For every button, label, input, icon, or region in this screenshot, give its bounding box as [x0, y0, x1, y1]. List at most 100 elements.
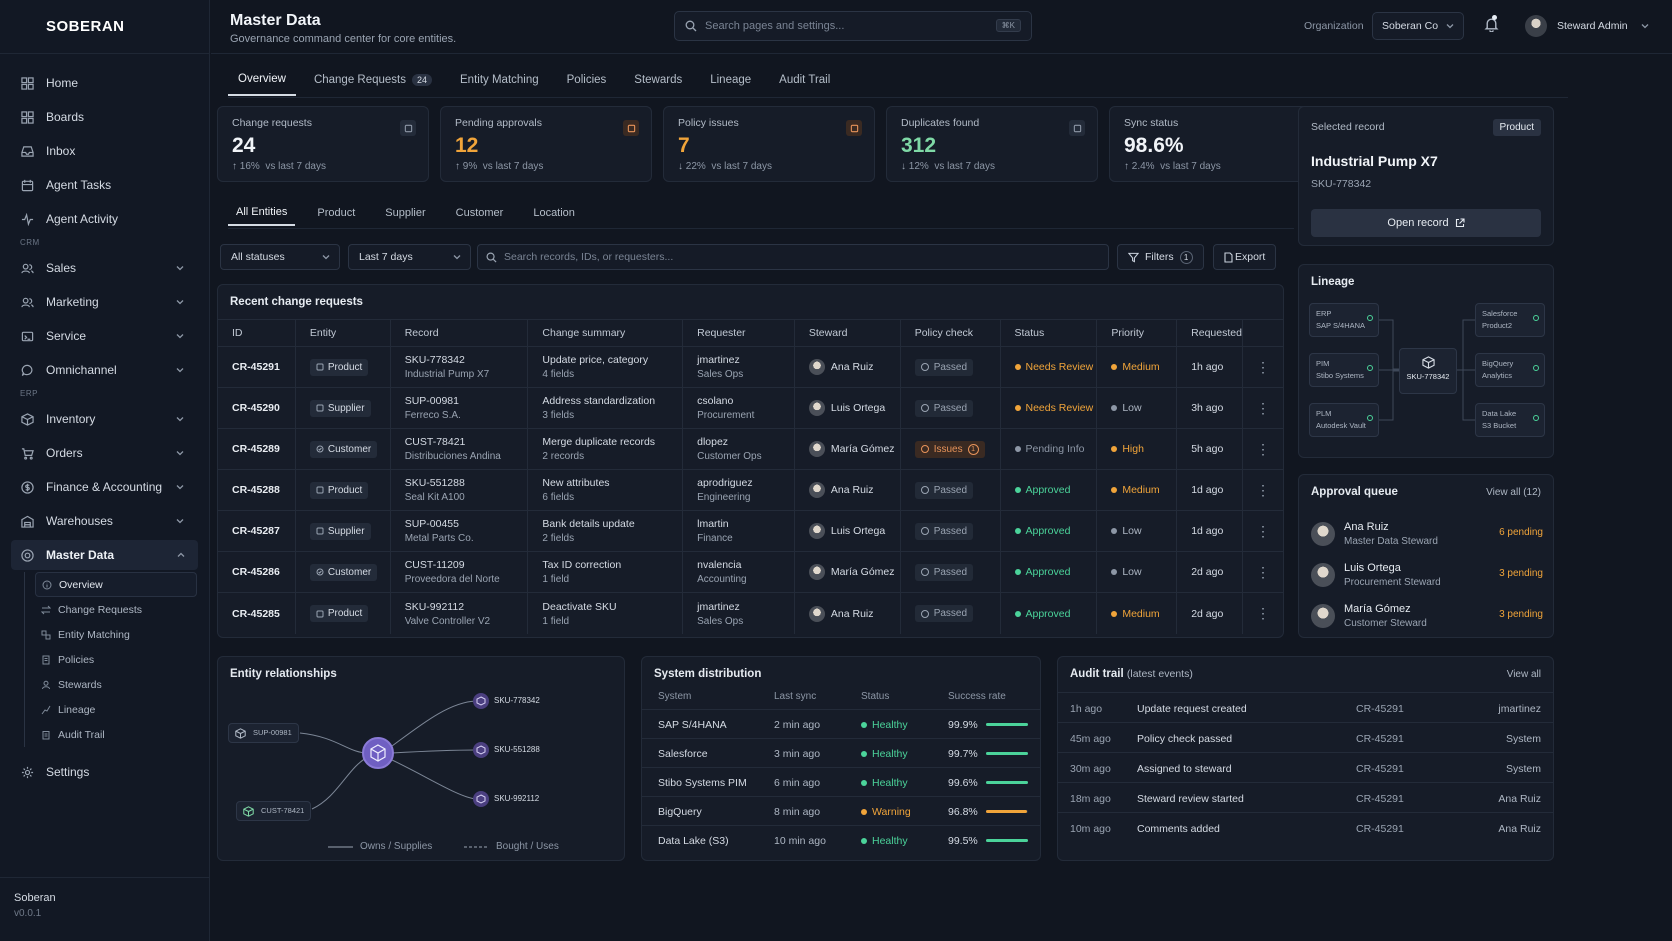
row-actions-icon[interactable]: ⋮ [1256, 399, 1271, 416]
column-header[interactable]: Policy check [901, 320, 1001, 346]
kpi-card-3[interactable]: Duplicates found 312 ↓ 12% vs last 7 day… [886, 106, 1098, 182]
subnav-stewards[interactable]: Stewards [35, 672, 209, 697]
approval-row[interactable]: María Gómez Customer Steward 3 pending [1311, 596, 1543, 636]
column-header[interactable]: Entity [296, 320, 391, 346]
audit-row[interactable]: 45m ago Policy check passed CR-45291 Sys… [1058, 722, 1553, 753]
system-row[interactable]: Data Lake (S3) 10 min ago Healthy 99.5% [642, 825, 1040, 854]
tab-stewards[interactable]: Stewards [624, 64, 692, 96]
tab-entity-matching[interactable]: Entity Matching [450, 64, 549, 96]
lineage-center-record[interactable]: SKU-778342 [1399, 348, 1457, 394]
table-row[interactable]: CR-45291 Product SKU-778342 Industrial Pu… [218, 347, 1283, 388]
sidebar-item-sales[interactable]: Sales [0, 251, 209, 285]
entity-tab-all[interactable]: All Entities [228, 200, 296, 226]
tab-policies[interactable]: Policies [557, 64, 617, 96]
tab-overview[interactable]: Overview [228, 64, 296, 96]
lineage-source-pim[interactable]: PIM Stibo Systems [1309, 353, 1379, 387]
records-search-input[interactable]: Search records, IDs, or requesters... [477, 244, 1109, 270]
column-header[interactable]: Requester [683, 320, 795, 346]
sidebar-item-service[interactable]: Service [0, 319, 209, 353]
audit-row[interactable]: 18m ago Steward review started CR-45291 … [1058, 782, 1553, 813]
period-filter-select[interactable]: Last 7 days [348, 244, 471, 270]
audit-row[interactable]: 30m ago Assigned to steward CR-45291 Sys… [1058, 752, 1553, 783]
sidebar-item-settings[interactable]: Settings [0, 755, 209, 789]
entity-tab-location[interactable]: Location [525, 200, 583, 226]
row-actions-icon[interactable]: ⋮ [1256, 440, 1271, 457]
relationship-node-product-2[interactable]: SKU-551288 [494, 745, 540, 754]
filters-button[interactable]: Filters 1 [1117, 244, 1204, 270]
kpi-card-2[interactable]: Policy issues 7 ↓ 22% vs last 7 days [663, 106, 875, 182]
column-header[interactable]: Status [1001, 320, 1098, 346]
table-row[interactable]: CR-45286 Customer CUST-11209 Proveedora d… [218, 552, 1283, 593]
sidebar-item-master-data[interactable]: Master Data [11, 540, 198, 570]
sidebar-item-orders[interactable]: Orders [0, 436, 209, 470]
entity-tab-customer[interactable]: Customer [448, 200, 512, 226]
request-id[interactable]: CR-45286 [218, 552, 296, 592]
lineage-source-erp[interactable]: ERP SAP S/4HANA [1309, 303, 1379, 337]
row-actions-icon[interactable]: ⋮ [1256, 522, 1271, 539]
audit-row[interactable]: 1h ago Update request created CR-45291 j… [1058, 692, 1553, 723]
sidebar-item-warehouses[interactable]: Warehouses [0, 504, 209, 538]
sidebar-item-omnichannel[interactable]: Omnichannel [0, 353, 209, 387]
audit-row[interactable]: 10m ago Comments added CR-45291 Ana Ruiz [1058, 812, 1553, 843]
column-header[interactable]: ID [218, 320, 296, 346]
tab-audit-trail[interactable]: Audit Trail [769, 64, 840, 96]
relationship-node-supplier[interactable]: SUP-00981 [228, 723, 299, 743]
user-menu[interactable]: Steward Admin [1525, 15, 1650, 37]
kpi-card-0[interactable]: Change requests 24 ↑ 16% vs last 7 days [217, 106, 429, 182]
tab-lineage[interactable]: Lineage [700, 64, 761, 96]
system-row[interactable]: BigQuery 8 min ago Warning 96.8% [642, 796, 1040, 825]
tab-change-requests[interactable]: Change Requests 24 [304, 64, 442, 96]
kpi-card-4[interactable]: Sync status 98.6% ↑ 2.4% vs last 7 days [1109, 106, 1321, 182]
table-row[interactable]: CR-45285 Product SKU-992112 Valve Control… [218, 593, 1283, 634]
row-actions-icon[interactable]: ⋮ [1256, 563, 1271, 580]
global-search-input[interactable]: Search pages and settings... ⌘K [674, 11, 1032, 41]
subnav-audit-trail[interactable]: Audit Trail [35, 722, 209, 747]
sidebar-item-marketing[interactable]: Marketing [0, 285, 209, 319]
entity-tab-product[interactable]: Product [309, 200, 363, 226]
lineage-source-plm[interactable]: PLM Autodesk Vault [1309, 403, 1379, 437]
system-row[interactable]: SAP S/4HANA 2 min ago Healthy 99.9% [642, 709, 1040, 738]
lineage-target-datalake[interactable]: Data Lake S3 Bucket [1475, 403, 1545, 437]
table-row[interactable]: CR-45287 Supplier SUP-00455 Metal Parts C… [218, 511, 1283, 552]
notifications-bell-icon[interactable] [1484, 15, 1500, 33]
relationship-node-product-3[interactable]: SKU-992112 [494, 794, 540, 803]
subnav-change-requests[interactable]: Change Requests [35, 597, 209, 622]
kpi-card-1[interactable]: Pending approvals 12 ↑ 9% vs last 7 days [440, 106, 652, 182]
sidebar-item-inbox[interactable]: Inbox [0, 134, 209, 168]
export-button[interactable]: Export [1213, 244, 1277, 270]
relationship-node-product-1[interactable]: SKU-778342 [494, 696, 540, 705]
sidebar-item-inventory[interactable]: Inventory [0, 402, 209, 436]
sidebar-item-agent-activity[interactable]: Agent Activity [0, 202, 209, 236]
sidebar-item-agent-tasks[interactable]: Agent Tasks [0, 168, 209, 202]
approval-row[interactable]: Luis Ortega Procurement Steward 3 pending [1311, 555, 1543, 595]
sidebar-item-boards[interactable]: Boards [0, 100, 209, 134]
subnav-overview[interactable]: Overview [35, 572, 197, 597]
audit-view-all-link[interactable]: View all [1506, 669, 1541, 680]
row-actions-icon[interactable]: ⋮ [1256, 358, 1271, 375]
table-row[interactable]: CR-45288 Product SKU-551288 Seal Kit A100… [218, 470, 1283, 511]
system-row[interactable]: Salesforce 3 min ago Healthy 99.7% [642, 738, 1040, 767]
relationship-node-customer[interactable]: CUST-78421 [236, 801, 312, 821]
column-header[interactable]: Record [391, 320, 529, 346]
status-filter-select[interactable]: All statuses [220, 244, 340, 270]
lineage-target-bigquery[interactable]: BigQuery Analytics [1475, 353, 1545, 387]
row-actions-icon[interactable]: ⋮ [1256, 481, 1271, 498]
sidebar-item-home[interactable]: Home [0, 66, 209, 100]
sidebar-item-finance[interactable]: Finance & Accounting [0, 470, 209, 504]
request-id[interactable]: CR-45289 [218, 429, 296, 469]
request-id[interactable]: CR-45285 [218, 593, 296, 634]
row-actions-icon[interactable]: ⋮ [1256, 605, 1271, 621]
lineage-target-salesforce[interactable]: Salesforce Product2 [1475, 303, 1545, 337]
open-record-button[interactable]: Open record [1311, 209, 1541, 237]
column-header[interactable]: Priority [1097, 320, 1178, 346]
system-row[interactable]: Stibo Systems PIM 6 min ago Healthy 99.6… [642, 767, 1040, 796]
subnav-policies[interactable]: Policies [35, 647, 209, 672]
approval-view-all-link[interactable]: View all (12) [1486, 487, 1541, 498]
request-id[interactable]: CR-45290 [218, 388, 296, 428]
subnav-entity-matching[interactable]: Entity Matching [35, 622, 209, 647]
request-id[interactable]: CR-45288 [218, 470, 296, 510]
request-id[interactable]: CR-45287 [218, 511, 296, 551]
entity-tab-supplier[interactable]: Supplier [377, 200, 433, 226]
subnav-lineage[interactable]: Lineage [35, 697, 209, 722]
request-id[interactable]: CR-45291 [218, 347, 296, 387]
